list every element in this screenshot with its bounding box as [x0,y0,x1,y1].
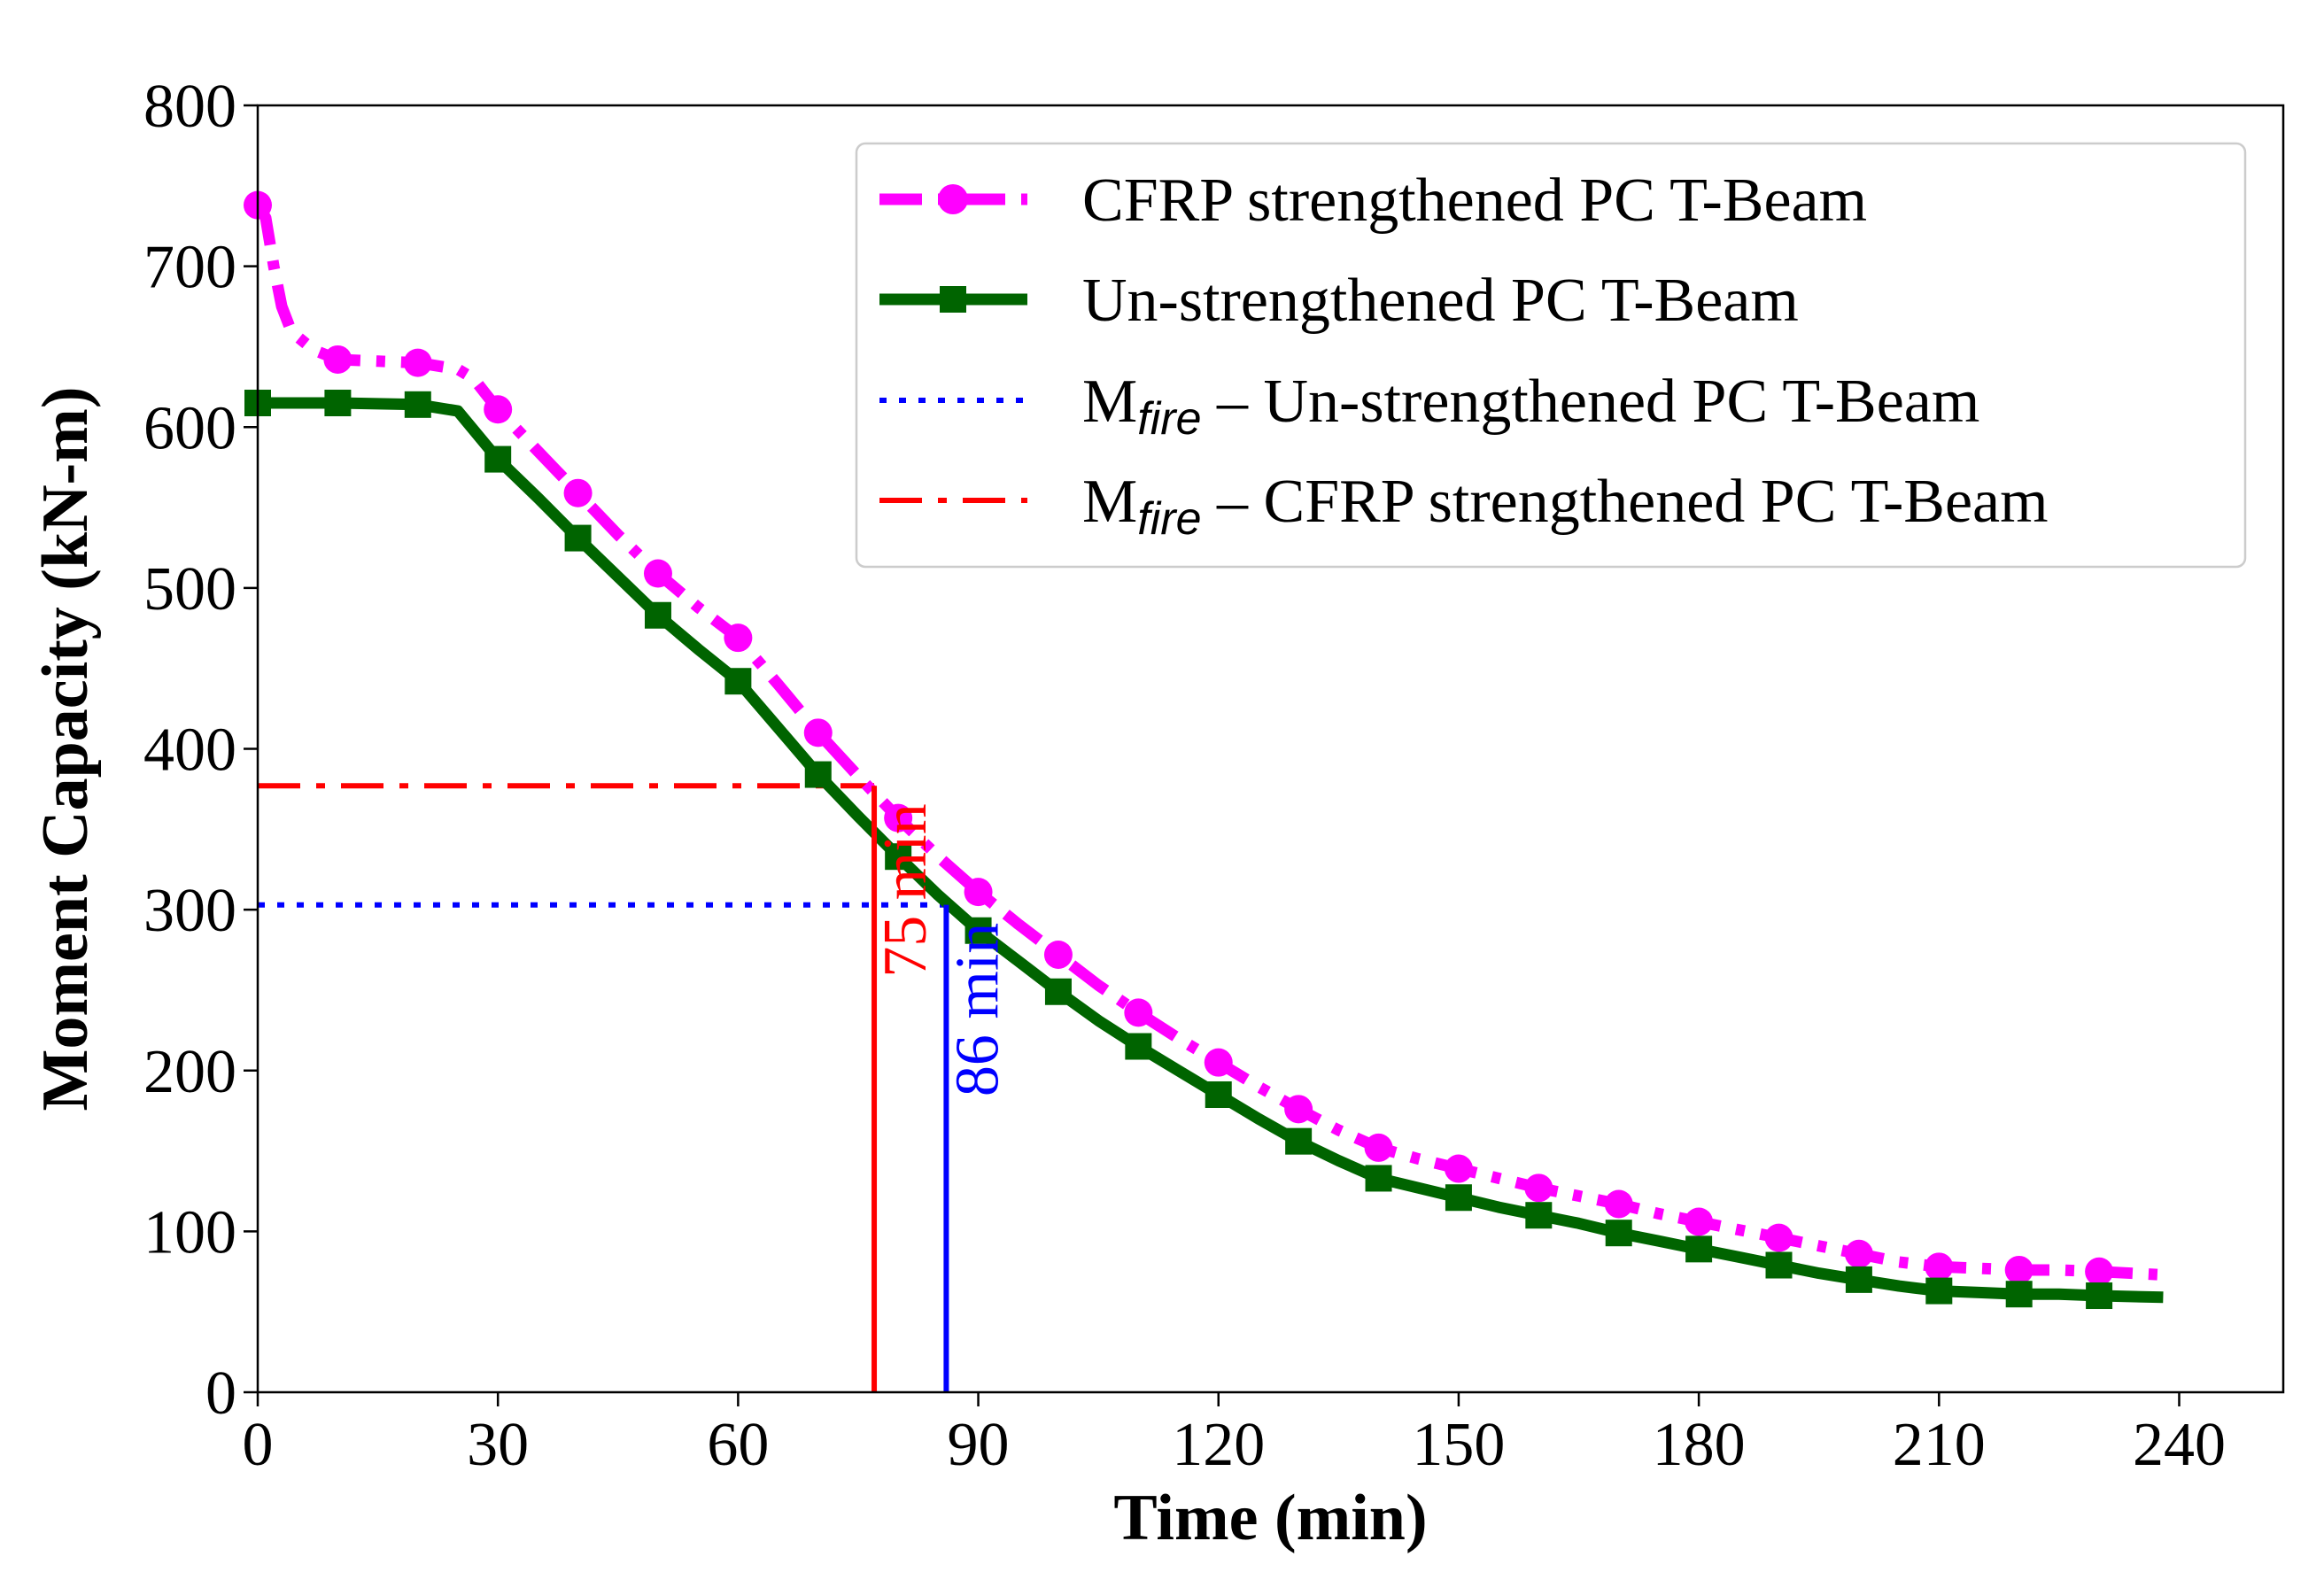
marker-un-strengthened-pc-t-beam-140 [1365,1165,1392,1192]
marker-cfrp-strengthened-pc-t-beam-10 [323,345,352,374]
annotation-label-86-min: 86 min [943,923,1011,1096]
y-tick-label-300: 300 [143,877,236,945]
marker-un-strengthened-pc-t-beam-220 [2005,1281,2033,1308]
marker-cfrp-strengthened-pc-t-beam-210 [1925,1252,1954,1282]
x-tick-label-60: 60 [707,1411,769,1479]
marker-un-strengthened-pc-t-beam-10 [324,390,352,417]
y-tick-label-400: 400 [143,716,236,785]
x-tick-label-150: 150 [1412,1411,1505,1479]
legend-label-cfrp-strengthened-pc-t-beam: CFRP strengthened PC T-Beam [1082,167,1867,235]
marker-un-strengthened-pc-t-beam-90 [964,917,992,944]
x-tick-label-0: 0 [243,1411,274,1479]
marker-un-strengthened-pc-t-beam-60 [724,668,752,695]
marker-un-strengthened-pc-t-beam-110 [1125,1033,1152,1060]
marker-cfrp-strengthened-pc-t-beam-170 [1604,1189,1633,1219]
marker-un-strengthened-pc-t-beam-160 [1525,1202,1553,1229]
marker-un-strengthened-pc-t-beam-200 [1845,1266,1872,1293]
marker-cfrp-strengthened-pc-t-beam-180 [1685,1207,1714,1236]
x-tick-label-120: 120 [1172,1411,1265,1479]
marker-cfrp-strengthened-pc-t-beam-60 [724,623,753,653]
marker-cfrp-strengthened-pc-t-beam-50 [643,559,672,588]
x-tick-label-180: 180 [1653,1411,1746,1479]
marker-un-strengthened-pc-t-beam-120 [1205,1080,1232,1108]
marker-cfrp-strengthened-pc-t-beam-220 [2004,1255,2034,1284]
marker-cfrp-strengthened-pc-t-beam-190 [1764,1223,1793,1252]
legend-box [855,142,2247,569]
legend-label-m-fire-cfrp-strengthened-pc-t-beam: Mfire – CFRP strengthened PC T-Beam [1082,468,2049,545]
marker-un-strengthened-pc-t-beam-50 [644,601,671,629]
y-tick-label-200: 200 [143,1038,236,1106]
marker-cfrp-strengthened-pc-t-beam-150 [1444,1154,1473,1183]
marker-un-strengthened-pc-t-beam-180 [1685,1235,1713,1263]
y-tick-label-800: 800 [143,73,236,141]
marker-cfrp-strengthened-pc-t-beam-20 [403,348,432,377]
marker-cfrp-strengthened-pc-t-beam-160 [1524,1173,1553,1203]
marker-cfrp-strengthened-pc-t-beam-40 [563,478,593,507]
legend-label-m-fire-un-strengthened-pc-t-beam: Mfire – Un-strengthened PC T-Beam [1082,368,1979,445]
marker-cfrp-strengthened-pc-t-beam-140 [1364,1133,1393,1162]
y-tick-label-700: 700 [143,234,236,302]
legend-marker-un-strengthened-pc-t-beam [940,286,966,313]
x-tick-label-210: 210 [1893,1411,1986,1479]
marker-un-strengthened-pc-t-beam-230 [2086,1282,2113,1310]
legend-label-un-strengthened-pc-t-beam: Un-strengthened PC T-Beam [1082,267,1799,335]
axes: 0 30 60 90 120 150 180 210 240 0 100 200 300 400 500 60… [29,73,2285,1554]
x-tick-label-30: 30 [467,1411,529,1479]
series-line-un-strengthened-pc-t-beam [258,397,2164,1304]
marker-cfrp-strengthened-pc-t-beam-130 [1284,1095,1313,1124]
marker-cfrp-strengthened-pc-t-beam-90 [964,878,993,907]
marker-un-strengthened-pc-t-beam-80 [885,843,912,871]
marker-un-strengthened-pc-t-beam-30 [484,445,512,473]
legend-label-subscript: fire [1137,393,1201,445]
legend-marker-cfrp-strengthened-pc-t-beam [938,184,968,214]
y-tick-label-100: 100 [143,1198,236,1266]
marker-cfrp-strengthened-pc-t-beam-100 [1043,940,1073,969]
x-axis-title: Time (min) [1113,1482,1427,1554]
marker-cfrp-strengthened-pc-t-beam-110 [1124,998,1153,1027]
marker-un-strengthened-pc-t-beam-70 [804,761,832,788]
legend-label-rest: – CFRP strengthened PC T-Beam [1202,468,2049,536]
marker-un-strengthened-pc-t-beam-150 [1445,1184,1472,1212]
y-tick-label-0: 0 [205,1359,236,1428]
legend-label-main: M [1082,368,1137,436]
marker-un-strengthened-pc-t-beam-170 [1605,1220,1632,1247]
x-tick-label-240: 240 [2133,1411,2226,1479]
marker-cfrp-strengthened-pc-t-beam-200 [1844,1239,1873,1268]
legend: CFRP strengthened PC T-Beam Un-strengthen… [855,142,2247,569]
marker-cfrp-strengthened-pc-t-beam-70 [803,718,833,747]
marker-un-strengthened-pc-t-beam-100 [1044,978,1072,1005]
marker-un-strengthened-pc-t-beam-130 [1285,1127,1313,1155]
marker-un-strengthened-pc-t-beam-210 [1925,1277,1953,1305]
y-axis-title: Moment Capacity (kN-m) [29,387,102,1111]
marker-un-strengthened-pc-t-beam-20 [404,391,431,418]
marker-un-strengthened-pc-t-beam-40 [564,524,592,552]
legend-label-rest: – Un-strengthened PC T-Beam [1202,368,1980,436]
legend-label-main: M [1082,468,1137,536]
y-tick-label-500: 500 [143,555,236,623]
marker-cfrp-strengthened-pc-t-beam-80 [884,803,913,833]
legend-label-subscript: fire [1137,493,1201,545]
marker-cfrp-strengthened-pc-t-beam-30 [484,395,513,424]
marker-un-strengthened-pc-t-beam-190 [1765,1251,1793,1279]
marker-cfrp-strengthened-pc-t-beam-230 [2085,1257,2114,1286]
annotation-label-75-min: 75 min [872,803,940,977]
x-tick-label-90: 90 [948,1411,1010,1479]
y-tick-label-600: 600 [143,394,236,462]
marker-cfrp-strengthened-pc-t-beam-120 [1204,1048,1233,1077]
